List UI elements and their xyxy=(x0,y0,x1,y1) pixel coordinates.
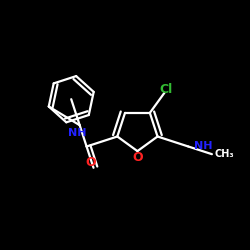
Text: NH: NH xyxy=(68,128,86,138)
Text: CH₃: CH₃ xyxy=(214,149,234,159)
Text: NH: NH xyxy=(194,142,213,152)
Text: Cl: Cl xyxy=(159,82,172,96)
Text: O: O xyxy=(86,156,96,169)
Text: O: O xyxy=(132,151,143,164)
